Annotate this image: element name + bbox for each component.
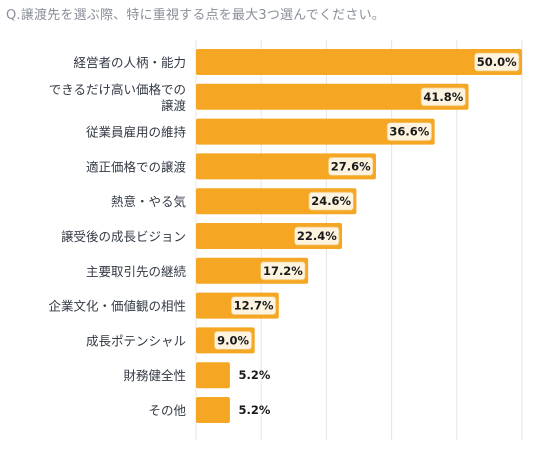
value-label: 9.0% (217, 333, 249, 347)
bar (196, 362, 230, 389)
category-label: 譲受後の成長ビジョン (61, 229, 186, 244)
value-label: 27.6% (331, 159, 371, 173)
value-label-box (386, 122, 433, 141)
value-label: 12.7% (234, 299, 274, 313)
value-label-box (260, 261, 306, 281)
bar (196, 49, 522, 75)
chart-title: Q.譲渡先を選ぶ際、特に重視する点を最大3つ選んでください。 (6, 8, 385, 23)
category-label: 経営者の人柄・能力 (73, 55, 186, 70)
value-label-box (474, 52, 520, 72)
category-label: 成長ポテンシャル (86, 333, 186, 348)
bar (196, 118, 435, 145)
category-label: できるだけ高い価格での譲渡 (49, 82, 187, 113)
value-label: 24.6% (311, 194, 351, 208)
value-label: 5.2% (239, 368, 271, 382)
value-label: 17.2% (263, 264, 303, 278)
value-label-box (214, 330, 253, 350)
bar (196, 83, 469, 110)
value-label: 22.4% (297, 229, 337, 243)
value-label: 50.0% (477, 55, 517, 69)
value-label: 36.6% (389, 125, 429, 139)
value-label-box (308, 191, 354, 211)
value-label-box (328, 156, 374, 176)
category-label: 熱意・やる気 (111, 194, 186, 209)
value-label-box (294, 226, 340, 246)
value-label: 41.8% (423, 90, 463, 104)
category-label: 従業員雇用の維持 (86, 125, 186, 140)
category-label: その他 (148, 403, 186, 418)
category-label: 主要取引先の継続 (86, 264, 187, 279)
category-label: 財務健全性 (123, 368, 186, 383)
category-label: 企業文化・価値観の相性 (48, 299, 186, 314)
value-label-box (420, 87, 466, 107)
value-label-box (230, 296, 277, 316)
value-label: 5.2% (239, 403, 271, 417)
category-label: 適正価格での譲渡 (86, 159, 187, 174)
bar (196, 397, 230, 423)
